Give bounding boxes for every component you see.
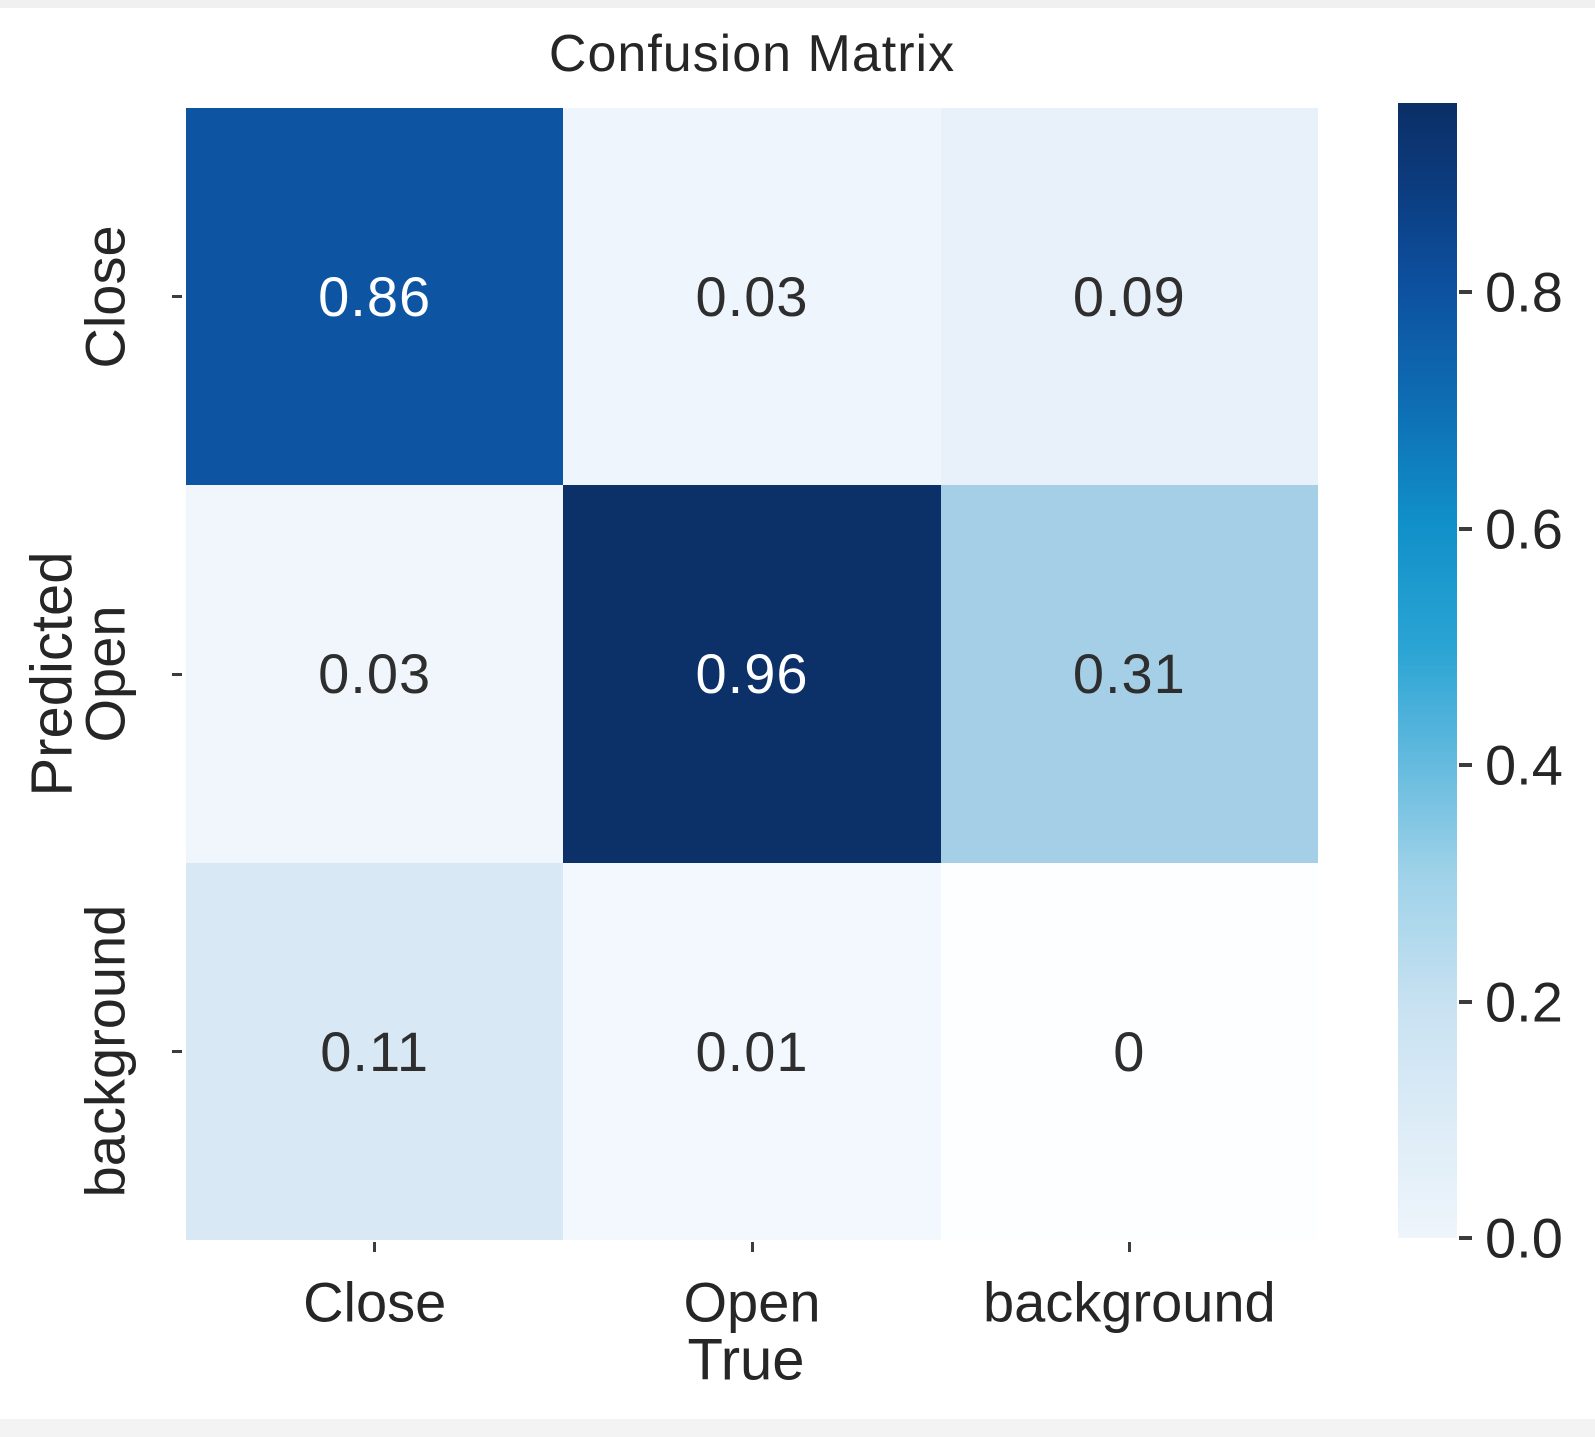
y-tick-label-Close: Close [73, 225, 137, 369]
x-tick-mark-Close [373, 1242, 377, 1252]
heatmap-cell-Close-Open: 0.03 [563, 108, 941, 486]
colorbar [1398, 103, 1457, 1238]
y-tick-mark-background [172, 1049, 182, 1053]
heatmap-cell-background-Open: 0.01 [563, 862, 941, 1240]
top-edge-artifact [0, 0, 1595, 8]
colorbar-tick-label-0.6: 0.6 [1485, 497, 1563, 561]
y-tick-label-Open: Open [73, 605, 137, 743]
heatmap-cell-Close-Close: 0.86 [186, 108, 564, 486]
x-tick-mark-background [1127, 1242, 1131, 1252]
heatmap-grid: 0.86 0.03 0.09 0.03 0.96 0.31 0.11 0.01 0 [186, 108, 1318, 1240]
heatmap-cell-background-background: 0 [940, 862, 1318, 1240]
y-tick-mark-Close [172, 295, 182, 299]
colorbar-tick-mark-0.0 [1459, 1236, 1472, 1240]
colorbar-tick-label-0.2: 0.2 [1485, 970, 1563, 1034]
x-tick-label-background: background [982, 1270, 1276, 1334]
colorbar-tick-mark-0.4 [1459, 763, 1472, 768]
y-tick-mark-Open [172, 672, 182, 676]
x-axis-label: True [687, 1327, 805, 1393]
colorbar-tick-mark-0.6 [1459, 526, 1472, 531]
heatmap-cell-Open-background: 0.31 [940, 485, 1318, 863]
heatmap-cell-Close-background: 0.09 [940, 108, 1318, 486]
heatmap-cell-Open-Close: 0.03 [186, 485, 564, 863]
colorbar-tick-label-0.8: 0.8 [1485, 260, 1563, 324]
colorbar-tick-label-0.0: 0.0 [1485, 1206, 1563, 1270]
y-tick-label-background: background [73, 904, 137, 1198]
x-tick-label-Close: Close [303, 1270, 447, 1334]
colorbar-tick-label-0.4: 0.4 [1485, 733, 1563, 797]
bottom-edge-artifact [0, 1419, 1595, 1437]
x-tick-label-Open: Open [683, 1270, 821, 1334]
colorbar-tick-mark-0.2 [1459, 999, 1472, 1004]
colorbar-tick-mark-0.8 [1459, 290, 1472, 295]
heatmap-cell-Open-Open: 0.96 [563, 485, 941, 863]
heatmap-cell-background-Close: 0.11 [186, 862, 564, 1240]
x-tick-mark-Open [750, 1242, 754, 1252]
chart-title: Confusion Matrix [548, 25, 956, 83]
